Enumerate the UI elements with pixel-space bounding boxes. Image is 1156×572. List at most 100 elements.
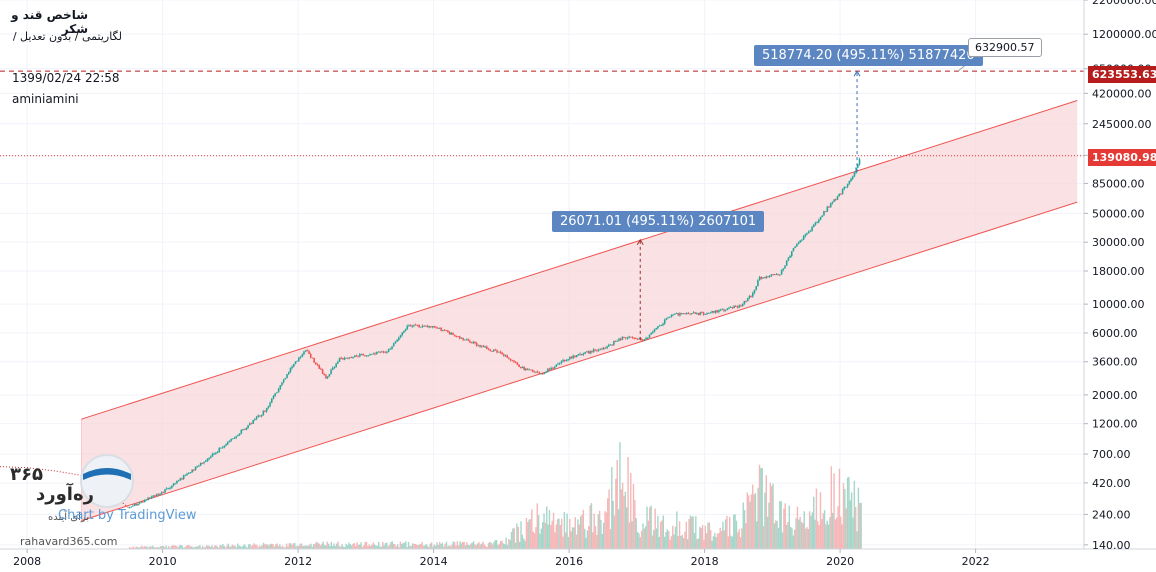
volume-bar (299, 543, 301, 549)
candle-body (223, 445, 226, 448)
candle-body (557, 363, 559, 365)
candle-body (369, 354, 371, 356)
candle-body (326, 376, 329, 379)
volume-bar (705, 533, 708, 549)
candle-body (743, 301, 746, 305)
candle-body (252, 420, 254, 424)
candle-body (215, 452, 217, 454)
volume-bar (298, 546, 300, 549)
candle-body (365, 355, 368, 357)
x-tick-label: 2018 (691, 555, 719, 568)
volume-bar (803, 511, 805, 549)
volume-bar (762, 526, 765, 549)
volume-bar (663, 536, 666, 549)
volume-bar (535, 527, 537, 549)
target-bubble[interactable]: 632900.57 (968, 38, 1042, 57)
volume-bar (784, 503, 786, 549)
candle-body (262, 411, 265, 416)
volume-bar (644, 526, 647, 549)
candle-body (709, 312, 712, 314)
volume-bar (562, 536, 564, 549)
volume-bar (536, 503, 538, 549)
volume-bar (172, 544, 174, 549)
y-tick-label: 420.00 (1092, 477, 1131, 490)
candle-body (836, 196, 839, 200)
volume-bar (758, 464, 761, 549)
y-tick-label: 6000.00 (1092, 327, 1138, 340)
candle-body (784, 265, 786, 269)
volume-bar (138, 547, 140, 549)
candle-body (601, 348, 603, 350)
volume-bar (810, 515, 812, 549)
candle-body (328, 374, 331, 377)
current-price-tag: 139080.98 (1088, 149, 1156, 166)
volume-bar (846, 477, 849, 549)
candle-body (707, 312, 710, 314)
volume-bar (468, 545, 471, 549)
volume-bar (266, 544, 269, 549)
candle-body (481, 345, 483, 347)
candle-body (232, 438, 234, 440)
volume-bar (311, 546, 314, 549)
volume-bar (199, 545, 201, 549)
volume-bar (840, 516, 842, 549)
volume-bar (331, 545, 334, 549)
volume-bar (399, 541, 402, 549)
candle-body (171, 485, 173, 488)
candle-body (647, 337, 649, 339)
candle-body (189, 472, 192, 474)
candle-body (442, 329, 444, 331)
volume-bar (409, 545, 411, 549)
candle-body (482, 345, 485, 348)
candle-body (801, 239, 803, 241)
volume-bar (678, 521, 681, 549)
candle-body (294, 361, 297, 364)
volume-bar (761, 468, 763, 549)
candle-body (519, 367, 522, 369)
volume-bar (764, 492, 766, 549)
volume-bar (367, 545, 369, 549)
volume-bar (795, 518, 797, 549)
volume-bar (315, 541, 318, 549)
volume-bar (722, 521, 724, 549)
volume-bar (741, 528, 743, 549)
candle-body (762, 277, 764, 279)
volume-bar (215, 545, 217, 549)
candle-body (411, 325, 414, 327)
candle-body (274, 393, 276, 396)
volume-bar (594, 526, 597, 549)
candle-body (630, 336, 632, 338)
volume-bar (189, 546, 192, 549)
candle-body (513, 360, 515, 362)
volume-bar (726, 515, 728, 549)
volume-bar (776, 521, 778, 549)
volume-bar (379, 546, 381, 549)
candle-body (738, 305, 741, 308)
volume-bar (728, 516, 731, 549)
candle-body (340, 357, 343, 359)
candle-body (210, 456, 212, 459)
candle-body (628, 336, 630, 338)
candle-body (206, 459, 209, 461)
volume-bar (262, 542, 265, 549)
volume-bar (308, 544, 311, 549)
upper-measure-label[interactable]: 518774.20 (495.11%) 51877420 (754, 45, 983, 66)
candle-body (606, 346, 608, 349)
volume-bar (499, 540, 502, 549)
watermark-tagline: برای آینده (48, 512, 90, 523)
volume-bar (735, 520, 738, 549)
volume-bar (693, 532, 696, 549)
candle-body (626, 337, 629, 339)
candle-body (750, 295, 752, 297)
candle-body (799, 240, 802, 243)
volume-bar (532, 531, 534, 549)
volume-bar (342, 546, 345, 549)
candle-body (572, 355, 575, 359)
volume-bar (211, 545, 213, 549)
lower-measure-label[interactable]: 26071.01 (495.11%) 2607101 (552, 211, 765, 232)
volume-bar (159, 546, 162, 549)
volume-bar (437, 544, 440, 549)
candle-body (821, 215, 824, 217)
